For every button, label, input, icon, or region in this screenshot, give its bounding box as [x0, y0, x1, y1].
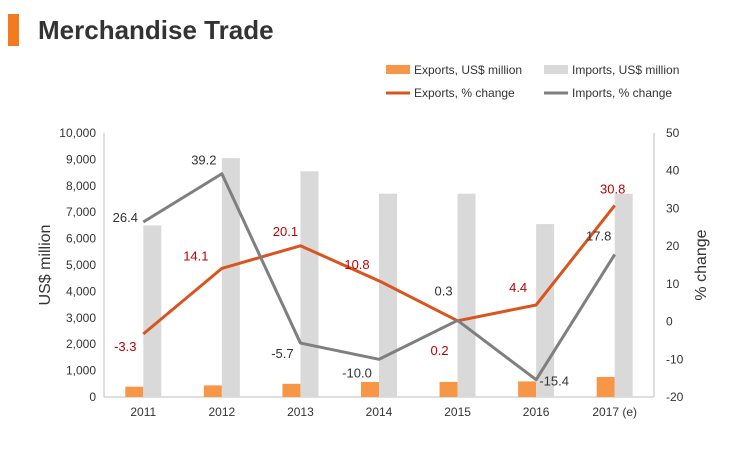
y-tick-label: 7,000	[66, 205, 96, 219]
legend-swatch	[386, 65, 410, 74]
imports-change-label: 26.4	[113, 210, 138, 225]
imports-change-label: -5.7	[271, 346, 293, 361]
x-tick-label: 2012	[209, 405, 236, 419]
exports-change-label: 30.8	[600, 181, 625, 196]
x-tick-label: 2015	[444, 405, 471, 419]
title-accent-bar	[8, 14, 19, 46]
legend-label: Exports, US$ million	[414, 63, 522, 77]
x-tick-label: 2016	[523, 405, 550, 419]
imports-change-label: -10.0	[342, 365, 372, 380]
exports-bar	[518, 381, 537, 397]
y-tick-label: 9,000	[66, 152, 96, 166]
x-tick-label: 2013	[287, 405, 314, 419]
y-tick-label: 4,000	[66, 284, 96, 298]
imports-change-line	[142, 172, 616, 382]
exports-change-label: 20.1	[273, 224, 298, 239]
exports-bar	[125, 386, 144, 397]
imports-change-label: 17.8	[586, 228, 611, 243]
y2-tick-label: -10	[666, 352, 684, 366]
y-tick-label: 6,000	[66, 232, 96, 246]
imports-bar	[536, 224, 555, 397]
y2-tick-label: 0	[666, 315, 673, 329]
y-tick-label: 3,000	[66, 311, 96, 325]
y2-tick-label: 40	[666, 164, 680, 178]
exports-change-label: 10.8	[344, 257, 369, 272]
imports-change-label: 0.3	[435, 283, 453, 298]
exports-change-label: 4.4	[509, 280, 527, 295]
imports-bar	[221, 158, 240, 397]
y-tick-label: 1,000	[66, 364, 96, 378]
y2-tick-label: -20	[666, 390, 684, 404]
y2-tick-label: 50	[666, 126, 680, 140]
y-tick-label: 10,000	[59, 126, 96, 140]
exports-bar	[361, 381, 379, 397]
exports-change-label: -3.3	[114, 339, 136, 354]
exports-bar	[439, 381, 458, 397]
exports-bar	[596, 376, 615, 397]
exports-change-label: 0.2	[431, 343, 449, 358]
exports-bar	[203, 385, 222, 397]
y2-tick-label: 10	[666, 277, 680, 291]
imports-bar	[457, 193, 476, 397]
page-title: Merchandise Trade	[38, 15, 274, 45]
y2-axis-title: % change	[693, 229, 710, 300]
imports-bar	[379, 193, 397, 397]
legend-swatch	[544, 65, 568, 74]
imports-bar	[614, 193, 633, 397]
imports-bar	[143, 225, 162, 397]
imports-change-label: 39.2	[191, 153, 216, 168]
y-tick-label: 8,000	[66, 179, 96, 193]
exports-change-line	[142, 204, 616, 336]
x-tick-label: 2011	[130, 405, 156, 419]
legend-label: Exports, % change	[414, 86, 515, 100]
y-tick-label: 0	[89, 390, 96, 404]
y-axis-title: US$ million	[37, 225, 54, 306]
legend-label: Imports, % change	[572, 86, 672, 100]
exports-change-label: 14.1	[183, 248, 208, 263]
legend-label: Imports, US$ million	[572, 63, 679, 77]
y-tick-label: 5,000	[66, 258, 96, 272]
y-tick-label: 2,000	[66, 337, 96, 351]
exports-bar	[282, 383, 301, 397]
imports-change-label: -15.4	[539, 374, 569, 389]
imports-bar	[300, 171, 319, 397]
y2-tick-label: 30	[666, 201, 680, 215]
x-tick-label: 2014	[366, 405, 393, 419]
x-tick-label: 2017 (e)	[592, 405, 637, 419]
y2-tick-label: 20	[666, 239, 680, 253]
